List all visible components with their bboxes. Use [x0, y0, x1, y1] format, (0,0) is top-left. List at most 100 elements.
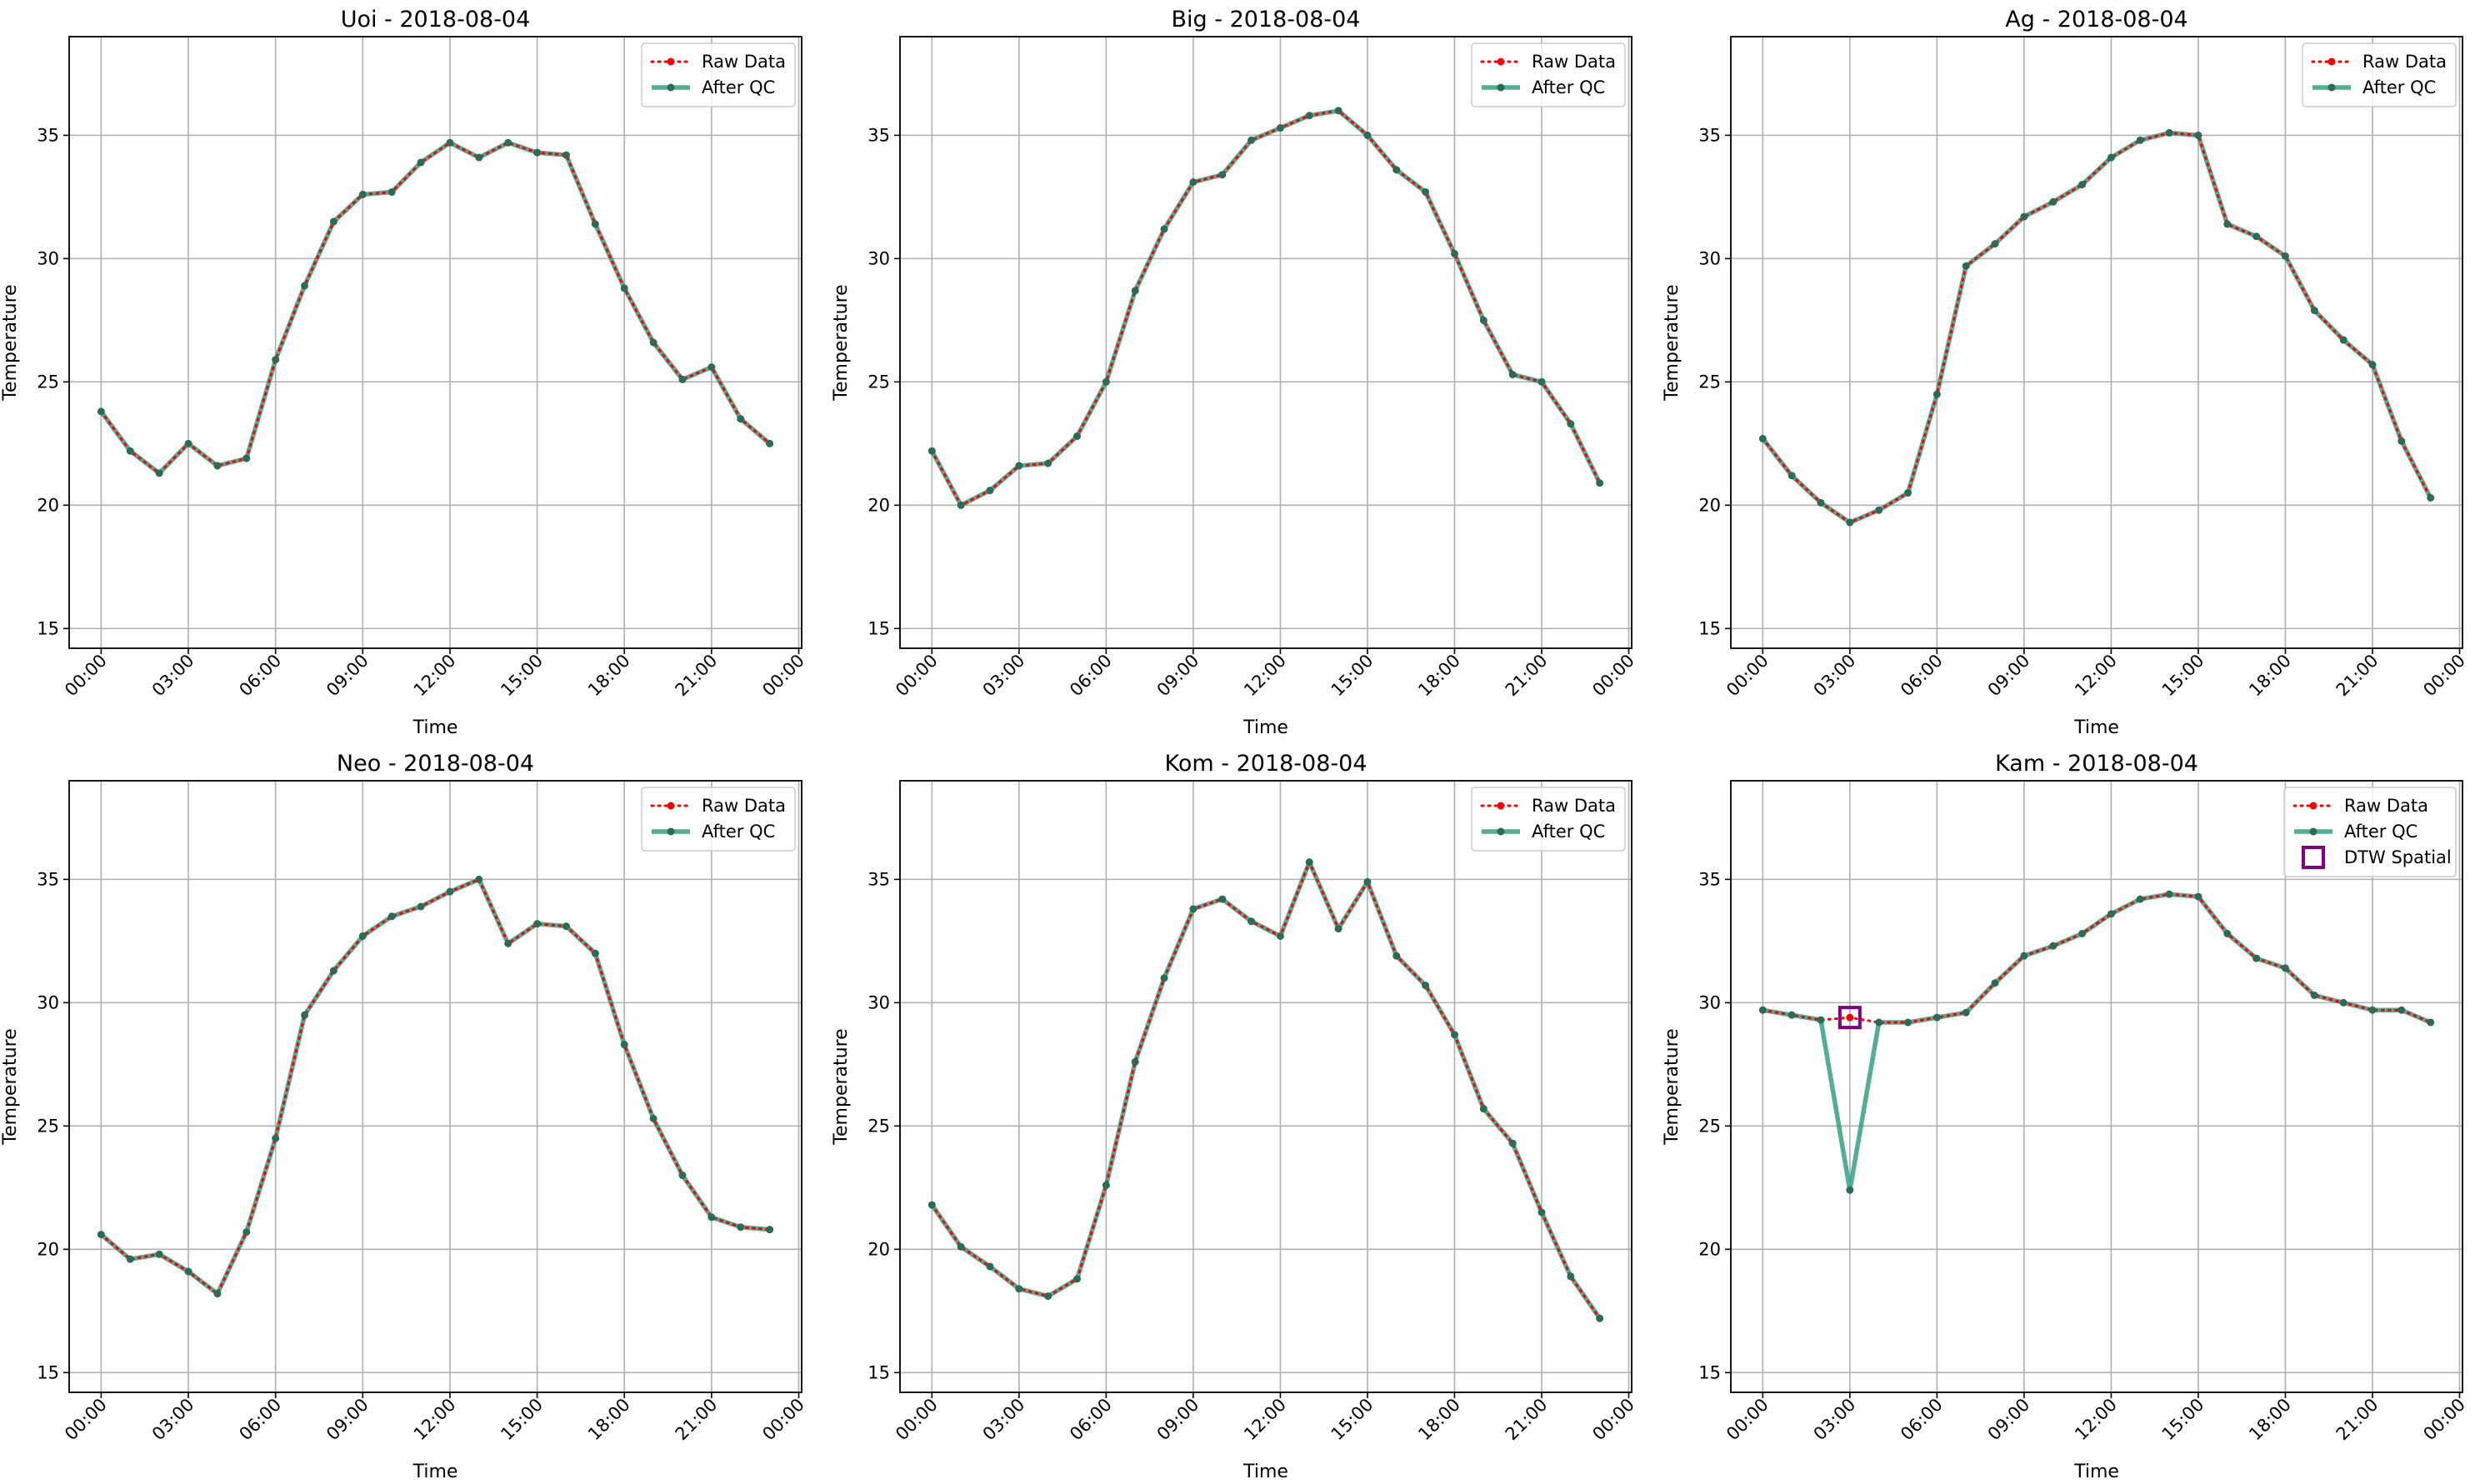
legend: Raw Data After QC DTW Spatial	[2283, 787, 2457, 877]
legend-label: Raw Data	[1532, 52, 1616, 72]
y-tick-label: 30	[1698, 248, 1721, 268]
legend-label: After QC	[2362, 77, 2436, 97]
subplot-5: 15 20 25 30 35 00:00 03:00 06:00 09:00 12:00 15:00…	[831, 751, 1638, 1482]
after-qc-point	[213, 1290, 222, 1298]
x-tick-label: 09:00	[1153, 651, 1203, 701]
x-tick-label: 03:00	[148, 1395, 198, 1445]
after-qc-point	[1817, 1016, 1825, 1024]
after-qc-point	[1363, 877, 1372, 886]
legend-box	[2283, 787, 2457, 877]
y-tick-label: 15	[868, 618, 890, 638]
x-axis-label: Time	[2073, 717, 2119, 738]
x-tick-label: 09:00	[322, 651, 372, 701]
after-qc-point	[155, 469, 163, 477]
after-qc-point	[1450, 1031, 1458, 1039]
axes-frame	[899, 36, 1632, 649]
x-tick-label: 21:00	[672, 651, 722, 701]
after-qc-point	[591, 949, 599, 957]
after-qc-point	[1102, 377, 1110, 386]
x-tick-label: 00:00	[1588, 651, 1638, 701]
legend-marker-after-qc	[667, 83, 675, 92]
after-qc-point	[2107, 153, 2115, 162]
after-qc-point	[2281, 964, 2289, 972]
y-tick-label: 15	[868, 1362, 890, 1382]
grid	[900, 37, 1632, 648]
y-tick-label: 25	[868, 372, 890, 392]
y-tick-label: 30	[868, 992, 890, 1012]
y-tick-label: 15	[37, 1362, 59, 1382]
after-qc-point	[2049, 942, 2058, 950]
legend-label: After QC	[1532, 77, 1605, 97]
series-line-raw-data	[99, 141, 772, 475]
after-qc-point	[1160, 225, 1168, 233]
y-tick-label: 35	[868, 869, 890, 889]
y-tick-label: 30	[1698, 992, 1721, 1012]
y-tick-label: 35	[37, 125, 59, 145]
x-tick-label: 00:00	[758, 651, 808, 701]
after-qc-point	[1875, 1018, 1883, 1027]
legend-label: Raw Data	[702, 796, 786, 816]
x-tick-label: 00:00	[892, 651, 942, 701]
after-qc-point	[446, 138, 454, 147]
after-qc-point	[1567, 1272, 1575, 1281]
x-tick-label: 09:00	[1984, 651, 2034, 701]
after-qc-point	[272, 356, 280, 364]
legend-label: Raw Data	[702, 52, 786, 72]
after-qc-point	[1218, 171, 1227, 179]
legend: Raw Data After QC	[641, 42, 796, 107]
legend-box	[641, 42, 796, 107]
after-qc-point	[1131, 1057, 1139, 1066]
y-axis-label: Temperature	[1662, 1028, 1682, 1145]
after-qc-point	[649, 1114, 658, 1122]
y-axis-label: Temperature	[831, 284, 852, 401]
x-tick-label: 12:00	[2071, 1395, 2121, 1445]
after-qc-point	[1962, 1008, 1970, 1017]
series-line-after-qc	[99, 140, 772, 476]
after-qc-point	[126, 447, 134, 455]
subplot-title: Uoi - 2018-08-04	[341, 7, 531, 32]
after-qc-point	[2281, 252, 2289, 260]
after-qc-point	[329, 967, 338, 975]
legend-label: Raw Data	[2344, 796, 2428, 816]
after-qc-point	[2368, 1006, 2377, 1014]
y-axis-label: Temperature	[0, 284, 21, 401]
after-qc-point	[1479, 1105, 1488, 1113]
y-tick-label: 15	[1698, 1362, 1721, 1382]
x-tick-label: 15:00	[1328, 651, 1378, 701]
after-qc-point	[1248, 917, 1256, 926]
grid	[900, 781, 1632, 1392]
after-qc-point	[417, 158, 425, 167]
x-tick-label: 00:00	[758, 1395, 808, 1445]
after-qc-point	[620, 284, 628, 292]
after-qc-point	[2194, 892, 2202, 901]
after-qc-point	[1875, 506, 1883, 514]
x-tick-label: 18:00	[2245, 1395, 2295, 1445]
legend-marker-after-qc	[2309, 827, 2318, 836]
legend: Raw Data After QC	[1471, 787, 1626, 852]
legend-label: Raw Data	[1532, 796, 1616, 816]
after-qc-point	[475, 875, 483, 883]
after-qc-point	[2223, 220, 2232, 228]
x-tick-label: 18:00	[1414, 651, 1464, 701]
after-qc-point	[1218, 895, 1227, 903]
x-tick-label: 21:00	[1502, 651, 1552, 701]
after-qc-point	[1248, 136, 1256, 144]
x-axis-label: Time	[412, 1462, 458, 1482]
after-qc-point	[388, 187, 396, 196]
after-qc-point	[1073, 432, 1082, 440]
after-qc-point	[1102, 1181, 1110, 1189]
subplot-4: 15 20 25 30 35 00:00 03:00 06:00 09:00 12:00 15:00…	[0, 751, 808, 1482]
after-qc-point	[591, 220, 599, 228]
after-qc-point	[97, 1231, 105, 1239]
grid	[69, 37, 802, 648]
after-qc-point	[504, 138, 512, 147]
after-qc-point	[358, 932, 367, 940]
axes-frame	[899, 780, 1632, 1393]
after-qc-point	[2252, 954, 2261, 962]
series-line-after-qc	[99, 877, 770, 1297]
subplot-3: 15 20 25 30 35 00:00 03:00 06:00 09:00 12:00 15:00…	[1662, 7, 2469, 738]
after-qc-point	[1508, 370, 1517, 378]
after-qc-point	[301, 282, 309, 290]
legend-box	[1471, 787, 1626, 852]
legend-label: After QC	[702, 822, 775, 842]
